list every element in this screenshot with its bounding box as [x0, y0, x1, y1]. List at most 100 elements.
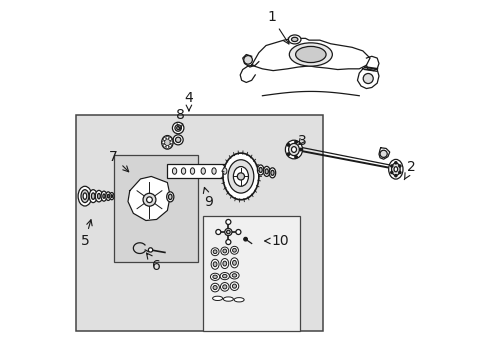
Ellipse shape: [269, 168, 275, 178]
Text: 5: 5: [81, 220, 92, 248]
Circle shape: [162, 141, 164, 144]
Ellipse shape: [222, 168, 226, 174]
Ellipse shape: [175, 137, 181, 143]
Circle shape: [226, 230, 230, 234]
Circle shape: [237, 173, 244, 180]
Circle shape: [294, 141, 297, 143]
Ellipse shape: [105, 192, 110, 201]
Ellipse shape: [89, 190, 97, 203]
Ellipse shape: [229, 272, 239, 279]
Text: 4: 4: [184, 90, 193, 111]
Ellipse shape: [232, 248, 236, 252]
Ellipse shape: [230, 246, 238, 254]
Text: 1: 1: [266, 10, 288, 44]
Circle shape: [163, 138, 166, 140]
Ellipse shape: [288, 143, 299, 156]
Ellipse shape: [181, 168, 185, 174]
Circle shape: [148, 248, 152, 252]
Circle shape: [363, 73, 372, 84]
Text: 3: 3: [297, 134, 305, 148]
Text: 10: 10: [264, 234, 288, 248]
Polygon shape: [128, 176, 170, 221]
Ellipse shape: [232, 274, 236, 277]
Polygon shape: [240, 65, 255, 82]
Ellipse shape: [234, 298, 244, 302]
Text: 2: 2: [404, 161, 415, 180]
Ellipse shape: [388, 159, 402, 179]
Bar: [76, 116, 323, 330]
Ellipse shape: [232, 260, 236, 265]
Circle shape: [390, 171, 392, 174]
Ellipse shape: [176, 127, 179, 130]
Ellipse shape: [166, 192, 174, 202]
Ellipse shape: [230, 258, 238, 268]
Ellipse shape: [168, 194, 172, 199]
Ellipse shape: [81, 190, 89, 203]
Polygon shape: [378, 148, 389, 159]
Polygon shape: [242, 54, 258, 67]
Ellipse shape: [391, 163, 399, 176]
Ellipse shape: [227, 160, 253, 193]
Bar: [203, 216, 300, 330]
Ellipse shape: [233, 167, 248, 186]
Ellipse shape: [257, 165, 264, 175]
Circle shape: [390, 165, 392, 167]
Ellipse shape: [162, 135, 173, 149]
Circle shape: [142, 193, 156, 206]
Ellipse shape: [223, 249, 226, 253]
Ellipse shape: [295, 46, 325, 63]
Ellipse shape: [288, 35, 301, 44]
Circle shape: [286, 144, 289, 146]
Circle shape: [165, 136, 168, 139]
Circle shape: [398, 165, 400, 167]
Ellipse shape: [101, 191, 106, 201]
Ellipse shape: [220, 273, 229, 280]
Ellipse shape: [222, 274, 226, 278]
Ellipse shape: [221, 258, 228, 269]
Ellipse shape: [291, 37, 297, 41]
Circle shape: [168, 144, 171, 147]
Ellipse shape: [95, 190, 102, 202]
Bar: [113, 155, 198, 262]
Ellipse shape: [173, 135, 183, 145]
Ellipse shape: [230, 282, 238, 291]
Circle shape: [379, 150, 386, 157]
Ellipse shape: [111, 195, 112, 198]
Ellipse shape: [285, 140, 302, 159]
Ellipse shape: [107, 194, 109, 198]
Ellipse shape: [91, 193, 95, 199]
Bar: [167, 164, 235, 178]
Ellipse shape: [232, 284, 236, 288]
Ellipse shape: [78, 186, 92, 206]
Circle shape: [244, 237, 247, 241]
Ellipse shape: [393, 167, 397, 172]
Circle shape: [225, 220, 230, 225]
Circle shape: [225, 239, 230, 244]
Text: 7: 7: [109, 150, 128, 172]
Text: 8: 8: [175, 108, 184, 129]
Ellipse shape: [263, 166, 269, 176]
Ellipse shape: [175, 125, 181, 131]
Circle shape: [235, 229, 241, 234]
Circle shape: [286, 153, 289, 156]
Circle shape: [224, 228, 231, 235]
Ellipse shape: [97, 193, 100, 199]
Ellipse shape: [211, 259, 219, 269]
Circle shape: [215, 229, 221, 234]
Ellipse shape: [220, 283, 228, 291]
Ellipse shape: [223, 261, 226, 266]
Ellipse shape: [164, 138, 170, 146]
Ellipse shape: [210, 283, 219, 292]
Polygon shape: [251, 39, 369, 71]
Circle shape: [146, 197, 152, 203]
Text: 6: 6: [146, 253, 161, 273]
Ellipse shape: [270, 170, 274, 175]
Circle shape: [394, 175, 396, 177]
Ellipse shape: [291, 147, 296, 152]
Ellipse shape: [211, 248, 219, 256]
Ellipse shape: [201, 168, 205, 174]
Ellipse shape: [223, 297, 233, 301]
Ellipse shape: [264, 169, 268, 174]
Ellipse shape: [210, 273, 219, 280]
Ellipse shape: [289, 43, 332, 66]
